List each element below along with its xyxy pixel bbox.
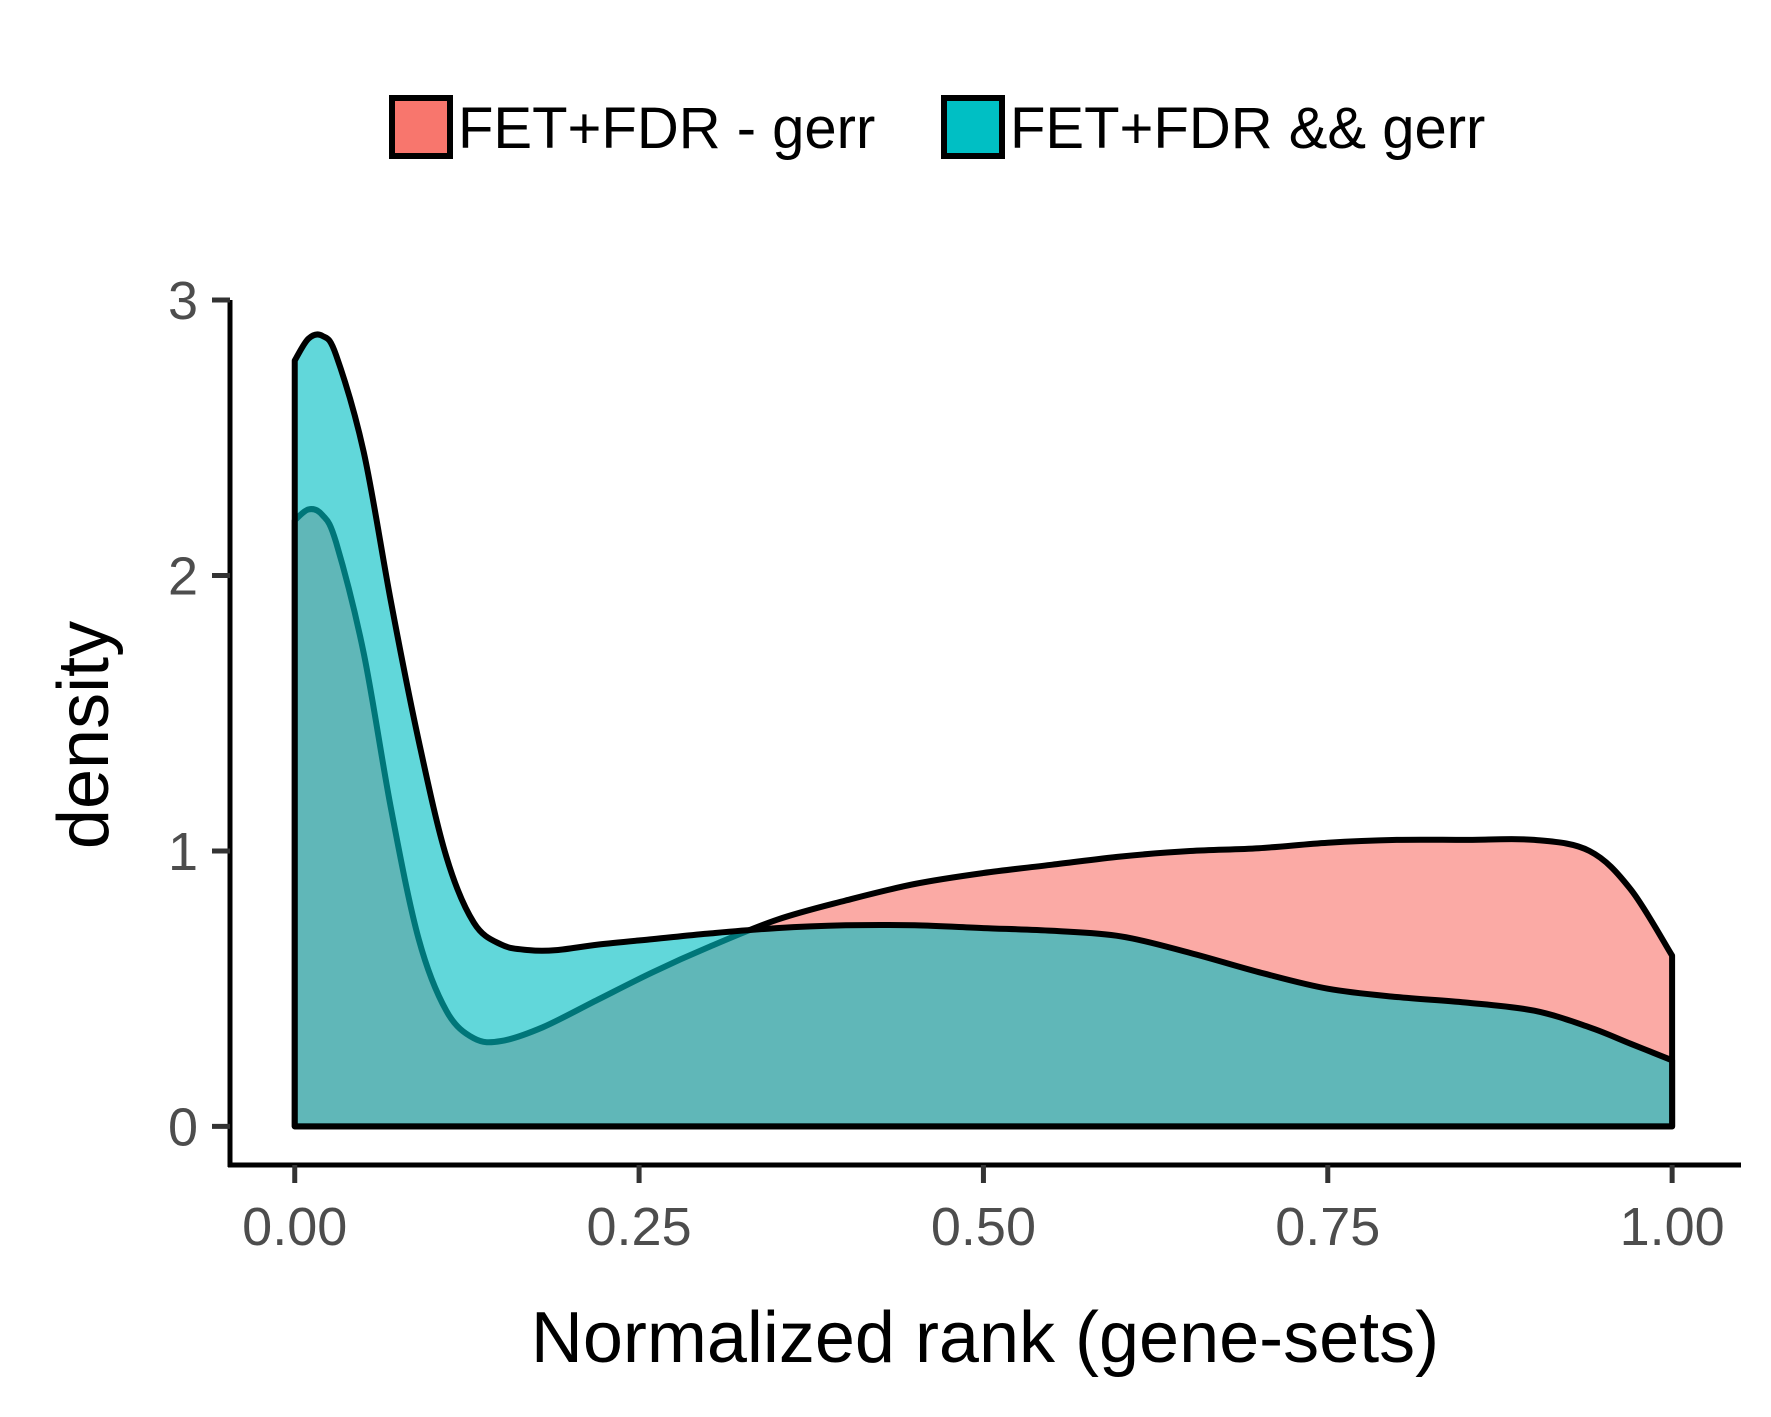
x-axis-title: Normalized rank (gene-sets) [531, 1298, 1439, 1378]
legend-key-fet-fdr-and-gerr [941, 95, 1005, 159]
x-tick-label: 0.00 [242, 1197, 347, 1257]
legend-label-fet-fdr-minus-gerr: FET+FDR - gerr [458, 96, 875, 161]
y-tick-label: 0 [168, 1097, 198, 1157]
y-tick-label: 1 [168, 822, 198, 882]
x-tick-label: 1.00 [1620, 1197, 1725, 1257]
legend: FET+FDR - gerr FET+FDR && gerr [389, 95, 1485, 161]
y-axis-title: density [44, 621, 124, 849]
density-areas [291, 331, 1676, 1130]
y-tick-label: 2 [168, 546, 198, 606]
density-area-fet-fdr-and-gerr [291, 331, 1676, 1130]
legend-key-fet-fdr-minus-gerr [389, 95, 453, 159]
legend-label-fet-fdr-and-gerr: FET+FDR && gerr [1010, 96, 1485, 161]
x-tick-label: 0.50 [931, 1197, 1036, 1257]
x-tick-label: 0.75 [1275, 1197, 1380, 1257]
y-tick-label: 3 [168, 271, 198, 331]
y-axis-ticks: 0 1 2 3 [168, 271, 230, 1157]
x-tick-label: 0.25 [587, 1197, 692, 1257]
x-axis-ticks: 0.00 0.25 0.50 0.75 1.00 [242, 1165, 1725, 1257]
